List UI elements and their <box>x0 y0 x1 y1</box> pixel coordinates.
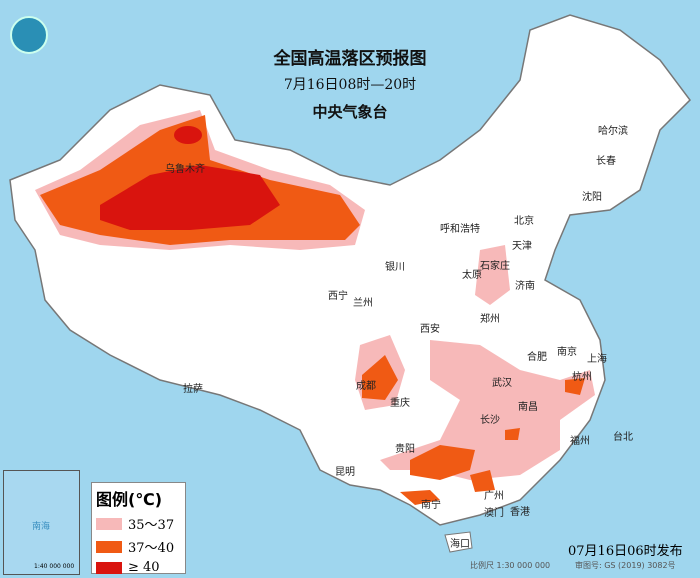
city-label: 长春 <box>596 156 616 167</box>
city-label: 太原 <box>462 270 482 281</box>
city-label: 南昌 <box>518 402 538 413</box>
inset-scale: 1:40 000 000 <box>34 563 75 570</box>
legend-item: 35～37 <box>96 514 185 533</box>
city-label: 合肥 <box>527 352 547 363</box>
issue-time: 07月16日06时发布 <box>568 544 683 559</box>
map-subtitle: 7月16日08时—20时 <box>283 77 417 93</box>
city-label: 长沙 <box>480 415 500 426</box>
scale-text: 比例尺 1:30 000 000 <box>470 561 551 570</box>
city-label: 南京 <box>557 347 577 358</box>
city-label: 兰州 <box>353 298 373 309</box>
city-label: 杭州 <box>572 372 592 383</box>
logo-icon <box>10 16 48 54</box>
city-label: 贵阳 <box>395 444 415 455</box>
city-label: 海口 <box>450 539 470 550</box>
city-label: 广州 <box>484 491 504 502</box>
city-label: 澳门 <box>484 508 504 519</box>
city-label: 香港 <box>510 507 530 518</box>
city-label: 银川 <box>385 262 405 273</box>
heat-zone-40 <box>100 165 280 230</box>
city-label: 台北 <box>613 432 633 443</box>
south-china-sea-island <box>444 531 473 553</box>
city-label: 天津 <box>512 241 532 252</box>
city-label: 西安 <box>420 324 440 335</box>
legend-swatch <box>96 561 122 574</box>
city-label: 拉萨 <box>183 384 203 395</box>
city-label: 武汉 <box>492 378 512 389</box>
legend-item: 37～40 <box>96 537 185 556</box>
legend-label: 37～40 <box>128 541 175 556</box>
city-label: 成都 <box>356 381 376 392</box>
city-label: 北京 <box>514 216 534 227</box>
city-label: 呼和浩特 <box>440 224 480 235</box>
city-label: 济南 <box>515 281 535 292</box>
city-label: 上海 <box>587 354 607 365</box>
city-label: 乌鲁木齐 <box>165 164 205 175</box>
issuer: 中央气象台 <box>312 103 388 121</box>
city-label: 西宁 <box>328 291 348 302</box>
legend-swatch <box>96 517 122 530</box>
map-title: 全国高温落区预报图 <box>273 49 427 69</box>
city-label: 昆明 <box>335 467 355 478</box>
legend-swatch <box>96 540 122 553</box>
legend-label: ≥ 40 <box>128 560 160 575</box>
inset-sea-label: 南海 <box>32 522 51 532</box>
legend-item: ≥ 40 <box>96 560 185 575</box>
legend-title: 图例(℃) <box>96 490 163 509</box>
city-label: 重庆 <box>390 398 410 409</box>
heat-zone-37-40 <box>362 355 585 505</box>
city-label: 石家庄 <box>480 261 510 272</box>
city-label: 沈阳 <box>582 192 602 203</box>
city-label: 哈尔滨 <box>598 126 628 137</box>
legend: 图例(℃) 35～37 37～40 ≥ 40 <box>91 482 186 575</box>
city-label: 郑州 <box>480 314 500 325</box>
city-label: 南宁 <box>421 500 441 511</box>
legend-label: 35～37 <box>128 518 175 533</box>
heat-zone-40 <box>174 126 202 144</box>
map-number: 审图号: GS (2019) 3082号 <box>575 561 676 570</box>
heat-zone-35-37 <box>355 245 595 480</box>
city-label: 福州 <box>570 436 590 447</box>
south-china-sea-inset: 南海 1:40 000 000 <box>3 470 80 575</box>
